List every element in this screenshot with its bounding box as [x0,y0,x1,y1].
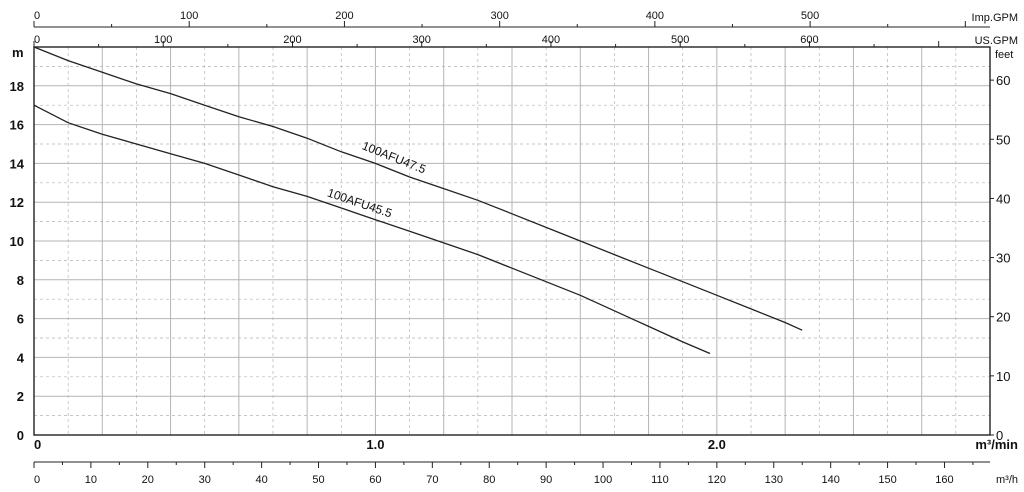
m3h-tick-label: 150 [878,474,896,486]
impgpm-tick-label: 100 [180,10,198,22]
m3h-tick-label: 0 [34,474,40,486]
impgpm-tick-label: 400 [646,10,664,22]
m3h-tick-label: 50 [312,474,324,486]
m3h-tick-label: 100 [594,474,612,486]
y-tick-label: 18 [10,79,24,94]
y-tick-label: 0 [17,428,24,443]
m3h-tick-label: 20 [142,474,154,486]
m3h-tick-label: 140 [821,474,839,486]
y-tick-label: 14 [10,156,25,171]
m3h-tick-label: 80 [483,474,495,486]
x-tick-label: 0 [34,437,41,452]
m3h-tick-label: 130 [765,474,783,486]
usgpm-tick-label: 500 [671,34,689,46]
m3h-tick-label: 110 [651,474,669,486]
usgpm-tick-label: 100 [154,34,172,46]
usgpm-tick-label: 300 [413,34,431,46]
y-tick-label: 6 [17,312,24,327]
feet-tick-label: 50 [996,132,1010,147]
usgpm-tick-label: 200 [283,34,301,46]
impgpm-tick-label: 0 [34,10,40,22]
feet-tick-label: 0 [996,428,1003,443]
usgpm-unit-label: US.GPM [975,35,1018,47]
series-curve-100afu47-5 [33,46,803,331]
x-tick-label: 2.0 [708,437,726,452]
usgpm-tick-label: 600 [800,34,818,46]
m3h-tick-label: 40 [255,474,267,486]
m3h-tick-label: 10 [85,474,97,486]
y-primary-unit-label: m [12,45,24,60]
impgpm-tick-label: 500 [801,10,819,22]
m3h-tick-label: 120 [708,474,726,486]
m3h-tick-label: 90 [540,474,552,486]
usgpm-tick-label: 0 [34,34,40,46]
series-label: 100AFU45.5 [326,186,395,221]
x-primary-unit-label: m³/min [975,437,1018,452]
feet-tick-label: 20 [996,310,1010,325]
impgpm-tick-label: 200 [335,10,353,22]
feet-tick-label: 40 [996,191,1010,206]
m3h-tick-label: 160 [935,474,953,486]
feet-tick-label: 60 [996,73,1010,88]
y-tick-label: 4 [17,350,25,365]
m3h-unit-label: m³/h [996,474,1018,486]
m3h-tick-label: 30 [199,474,211,486]
m3h-tick-label: 60 [369,474,381,486]
grid [34,47,990,435]
usgpm-tick-label: 400 [542,34,560,46]
feet-tick-label: 30 [996,251,1010,266]
y-tick-label: 16 [10,118,24,133]
series-curve-100afu45-5 [33,104,711,355]
y-feet-unit-label: feet [995,49,1013,61]
y-tick-label: 8 [17,273,24,288]
impgpm-unit-label: Imp.GPM [972,12,1018,24]
y-tick-label: 12 [10,195,24,210]
y-tick-label: 10 [10,234,24,249]
m3h-tick-label: 70 [426,474,438,486]
feet-tick-label: 10 [996,369,1010,384]
x-tick-label: 1.0 [366,437,384,452]
impgpm-tick-label: 300 [490,10,508,22]
axes: Imp.GPM US.GPM m feet m³/min m³/h 024681… [10,10,1019,486]
y-tick-label: 2 [17,389,24,404]
